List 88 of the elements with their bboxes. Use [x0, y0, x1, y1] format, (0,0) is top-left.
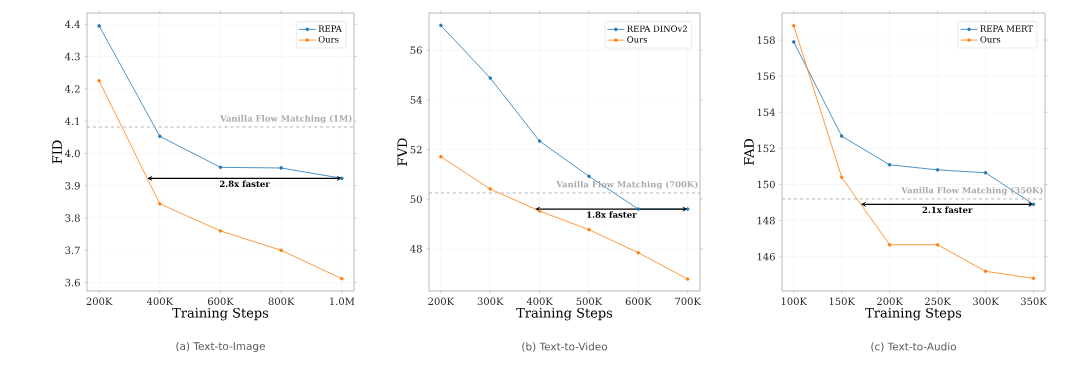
text: (c) Text-to-Audio — [871, 342, 957, 352]
y-tick-label: 50 — [410, 195, 422, 203]
annotation: 2.1x faster — [922, 206, 973, 214]
point — [279, 248, 283, 253]
legend-label: Ours — [318, 36, 339, 43]
point — [158, 202, 162, 206]
y-tick-label: 54 — [410, 96, 422, 104]
y-tick-label: 3.6 — [65, 278, 80, 287]
ref-line-label: Vanilla Flow Matching (1M) — [220, 114, 352, 124]
y-tick-label: 4.3 — [64, 52, 80, 61]
y-tick-label: 4.1 — [64, 117, 80, 125]
point — [537, 139, 542, 143]
point — [279, 166, 283, 170]
x-tick-label: 700K — [675, 297, 702, 306]
point — [587, 174, 591, 179]
point — [97, 79, 101, 83]
x-axis-title: Training Steps — [172, 307, 269, 321]
legend-label: Ours — [627, 36, 648, 43]
y-tick-label: 52 — [410, 145, 422, 154]
legend-label: Ours — [980, 36, 1001, 43]
point — [439, 154, 443, 159]
point — [636, 250, 641, 255]
point — [887, 242, 892, 247]
y-tick-label: 48 — [410, 245, 422, 253]
x-tick-label: 150K — [829, 297, 856, 306]
y-tick-label: 158 — [757, 36, 775, 44]
x-tick-label: 200K — [428, 297, 455, 306]
point — [1031, 276, 1036, 281]
x-tick-label: 800K — [268, 297, 295, 306]
y-tick-label: 56 — [410, 46, 422, 54]
point — [791, 23, 796, 28]
y-tick-label: 4.4 — [64, 20, 80, 29]
point — [839, 134, 844, 138]
point — [488, 76, 493, 80]
point — [218, 229, 223, 233]
point — [839, 175, 844, 180]
legend-label: REPA DINOv2 — [627, 25, 687, 32]
y-tick-label: 152 — [757, 144, 775, 153]
text: (a) Text-to-Image — [176, 341, 265, 353]
point — [636, 207, 641, 211]
x-tick-label: 300K — [973, 297, 999, 306]
point — [158, 134, 162, 139]
x-tick-label: 250K — [925, 297, 951, 306]
y-axis-title: FAD — [744, 138, 754, 166]
x-axis-title: Training Steps — [865, 307, 962, 321]
point — [340, 276, 344, 281]
y-axis-title: FVD — [397, 138, 407, 166]
point — [791, 40, 796, 44]
x-tick-label: 200K — [86, 297, 113, 306]
y-tick-label: 148 — [757, 216, 775, 225]
x-tick-label: 1.0M — [330, 297, 355, 306]
point — [97, 24, 101, 28]
point — [887, 163, 892, 167]
y-tick-label: 154 — [757, 108, 775, 117]
x-tick-label: 500K — [576, 297, 603, 306]
x-tick-label: 400K — [146, 297, 174, 306]
x-tick-label: 200K — [877, 297, 904, 306]
y-tick-label: 4.2 — [64, 85, 80, 93]
y-tick-label: 150 — [757, 180, 775, 189]
point — [439, 23, 443, 28]
point — [983, 269, 988, 274]
y-tick-label: 156 — [757, 72, 775, 80]
point — [587, 227, 591, 232]
point — [935, 242, 940, 247]
y-tick-label: 146 — [757, 252, 775, 261]
point — [340, 176, 344, 181]
point — [685, 277, 690, 281]
y-axis-title: FID — [52, 140, 62, 164]
legend-label: REPA — [318, 25, 342, 32]
x-tick-label: 600K — [625, 297, 652, 306]
y-tick-label: 3.7 — [65, 246, 80, 255]
y-tick-label: 3.9 — [65, 181, 80, 190]
x-tick-label: 350K — [1021, 297, 1047, 306]
x-tick-label: 600K — [207, 297, 234, 306]
annotation: 1.8x faster — [587, 211, 637, 218]
text: (b) Text-to-Video — [522, 342, 608, 352]
x-tick-label: 100K — [781, 297, 808, 306]
y-tick-label: 4.0 — [64, 149, 80, 158]
legend-label: REPA MERT — [980, 25, 1033, 32]
y-tick-label: 3.8 — [65, 214, 80, 222]
point — [935, 168, 940, 172]
point — [983, 170, 988, 175]
x-tick-label: 300K — [477, 297, 504, 306]
x-axis-title: Training Steps — [516, 307, 613, 321]
x-tick-label: 400K — [526, 297, 553, 306]
point — [488, 187, 493, 191]
annotation: 2.8x faster — [219, 180, 270, 188]
point — [218, 165, 223, 170]
